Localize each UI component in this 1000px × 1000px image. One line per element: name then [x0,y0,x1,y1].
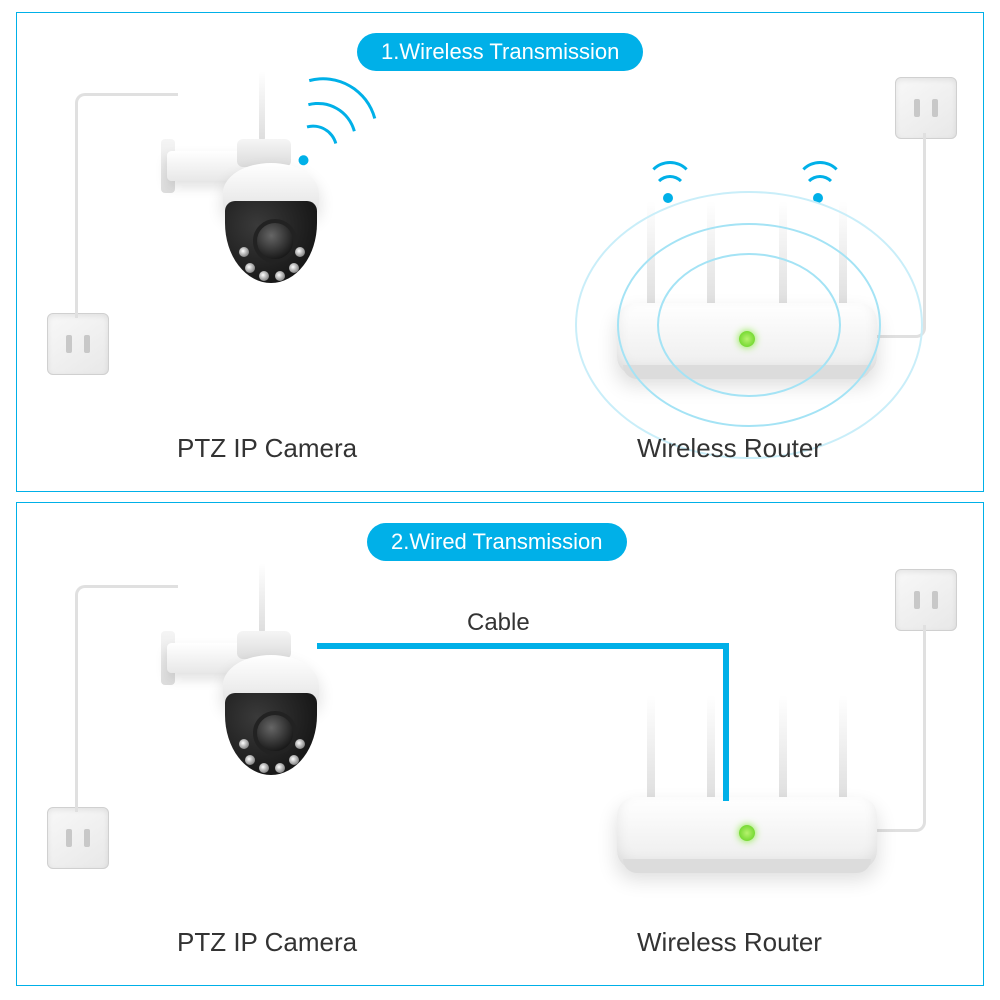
wire-router-2 [873,625,926,832]
router-wifi-icon-1 [637,155,697,205]
wire-camera-2 [75,585,178,812]
wire-camera-1 [75,93,178,318]
outlet-left-2 [47,807,109,869]
panel-wired: 2.Wired Transmission Cable PTZ IP Camera… [16,502,984,986]
ethernet-cable-h [317,643,729,649]
badge-wired: 2.Wired Transmission [367,523,627,561]
ptz-camera-2 [167,583,337,783]
outlet-right-1 [895,77,957,139]
outlet-left-1 [47,313,109,375]
cable-label: Cable [467,609,530,637]
wireless-router-2 [617,707,877,877]
camera-label-2: PTZ IP Camera [177,927,357,958]
router-label-1: Wireless Router [637,433,822,464]
camera-label-1: PTZ IP Camera [177,433,357,464]
badge-wireless: 1.Wireless Transmission [357,33,643,71]
router-label-2: Wireless Router [637,927,822,958]
router-signal-ring [575,191,923,459]
outlet-right-2 [895,569,957,631]
panel-wireless: 1.Wireless Transmission [16,12,984,492]
ethernet-cable-v [723,643,729,801]
